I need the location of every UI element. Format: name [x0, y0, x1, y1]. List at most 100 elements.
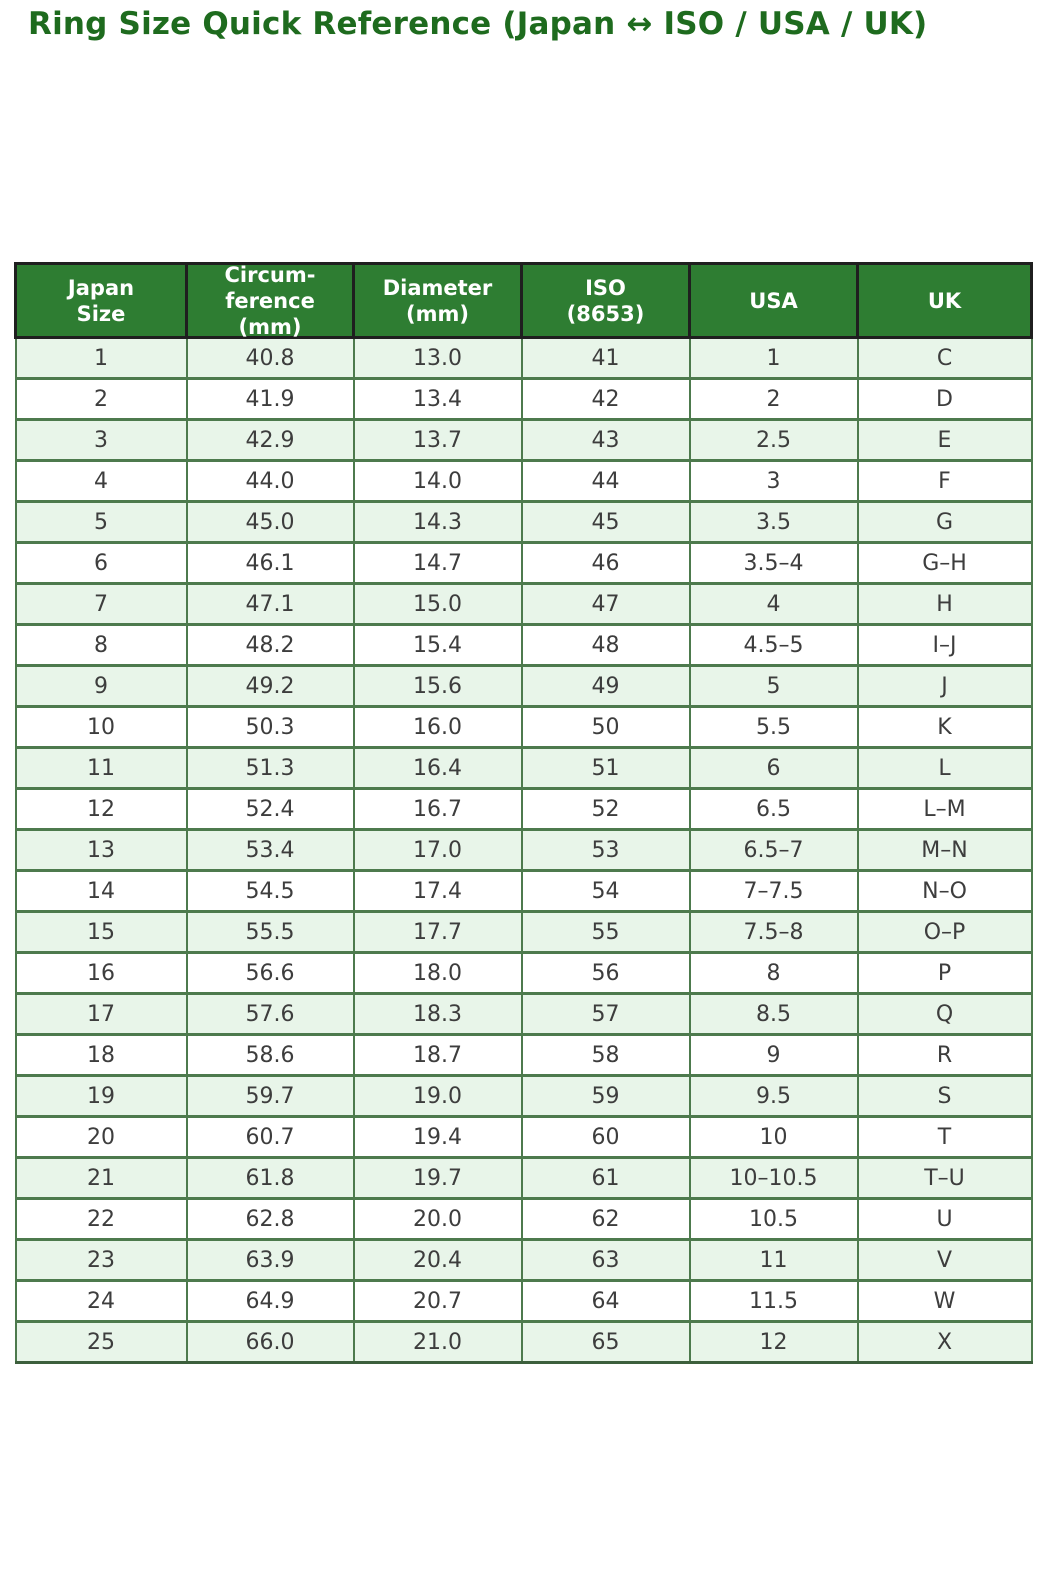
cell-diameter-mm: 18.3	[352, 992, 523, 1036]
cell-diameter-mm: 17.4	[352, 869, 523, 913]
cell-iso-8653: 49	[520, 664, 691, 708]
cell-diameter-mm: 16.7	[352, 787, 523, 831]
cell-uk: K	[856, 705, 1033, 749]
cell-iso-8653: 43	[520, 418, 691, 462]
cell-japan-size: 6	[14, 541, 188, 585]
ring-size-table: Japan Size Circum- ference (mm) Diameter…	[14, 262, 1033, 1364]
cell-circumference-mm: 41.9	[185, 377, 355, 421]
cell-usa: 5	[688, 664, 859, 708]
table-row: 20 60.7 19.4 60 10 T	[14, 1115, 1033, 1159]
cell-circumference-mm: 66.0	[185, 1320, 355, 1364]
header-usa: USA	[688, 262, 859, 339]
cell-diameter-mm: 15.0	[352, 582, 523, 626]
cell-iso-8653: 53	[520, 828, 691, 872]
cell-japan-size: 12	[14, 787, 188, 831]
header-circumference-mm: Circum- ference (mm)	[185, 262, 355, 339]
cell-japan-size: 10	[14, 705, 188, 749]
cell-diameter-mm: 20.7	[352, 1279, 523, 1323]
cell-diameter-mm: 17.7	[352, 910, 523, 954]
header-row: Japan Size Circum- ference (mm) Diameter…	[14, 262, 1033, 339]
cell-japan-size: 15	[14, 910, 188, 954]
table-row: 4 44.0 14.0 44 3 F	[14, 459, 1033, 503]
cell-usa: 11	[688, 1238, 859, 1282]
cell-circumference-mm: 54.5	[185, 869, 355, 913]
cell-uk: F	[856, 459, 1033, 503]
cell-uk: J	[856, 664, 1033, 708]
cell-diameter-mm: 16.4	[352, 746, 523, 790]
cell-diameter-mm: 13.4	[352, 377, 523, 421]
table-row: 14 54.5 17.4 54 7–7.5 N–O	[14, 869, 1033, 913]
cell-circumference-mm: 46.1	[185, 541, 355, 585]
cell-uk: E	[856, 418, 1033, 462]
cell-iso-8653: 46	[520, 541, 691, 585]
cell-usa: 7.5–8	[688, 910, 859, 954]
cell-iso-8653: 62	[520, 1197, 691, 1241]
table-row: 5 45.0 14.3 45 3.5 G	[14, 500, 1033, 544]
cell-usa: 5.5	[688, 705, 859, 749]
cell-iso-8653: 63	[520, 1238, 691, 1282]
cell-japan-size: 3	[14, 418, 188, 462]
cell-usa: 8.5	[688, 992, 859, 1036]
cell-uk: L–M	[856, 787, 1033, 831]
cell-uk: Q	[856, 992, 1033, 1036]
header-japan-size: Japan Size	[14, 262, 188, 339]
cell-usa: 3.5–4	[688, 541, 859, 585]
table-row: 2 41.9 13.4 42 2 D	[14, 377, 1033, 421]
cell-circumference-mm: 48.2	[185, 623, 355, 667]
page-title: Ring Size Quick Reference (Japan ↔ ISO /…	[28, 6, 928, 42]
cell-iso-8653: 51	[520, 746, 691, 790]
table-row: 16 56.6 18.0 56 8 P	[14, 951, 1033, 995]
cell-japan-size: 11	[14, 746, 188, 790]
table-row: 8 48.2 15.4 48 4.5–5 I–J	[14, 623, 1033, 667]
table-row: 10 50.3 16.0 50 5.5 K	[14, 705, 1033, 749]
cell-iso-8653: 42	[520, 377, 691, 421]
cell-japan-size: 9	[14, 664, 188, 708]
table-row: 12 52.4 16.7 52 6.5 L–M	[14, 787, 1033, 831]
cell-uk: S	[856, 1074, 1033, 1118]
cell-circumference-mm: 59.7	[185, 1074, 355, 1118]
cell-circumference-mm: 45.0	[185, 500, 355, 544]
cell-usa: 2	[688, 377, 859, 421]
header-diameter-mm-label: Diameter (mm)	[382, 275, 493, 326]
cell-diameter-mm: 20.0	[352, 1197, 523, 1241]
cell-usa: 7–7.5	[688, 869, 859, 913]
cell-diameter-mm: 14.0	[352, 459, 523, 503]
cell-uk: P	[856, 951, 1033, 995]
cell-circumference-mm: 61.8	[185, 1156, 355, 1200]
cell-circumference-mm: 62.8	[185, 1197, 355, 1241]
cell-diameter-mm: 18.7	[352, 1033, 523, 1077]
table-row: 13 53.4 17.0 53 6.5–7 M–N	[14, 828, 1033, 872]
cell-usa: 11.5	[688, 1279, 859, 1323]
cell-diameter-mm: 13.0	[352, 336, 523, 380]
cell-japan-size: 24	[14, 1279, 188, 1323]
table-row: 11 51.3 16.4 51 6 L	[14, 746, 1033, 790]
cell-circumference-mm: 47.1	[185, 582, 355, 626]
cell-circumference-mm: 51.3	[185, 746, 355, 790]
cell-circumference-mm: 56.6	[185, 951, 355, 995]
cell-circumference-mm: 57.6	[185, 992, 355, 1036]
cell-uk: G–H	[856, 541, 1033, 585]
cell-japan-size: 21	[14, 1156, 188, 1200]
cell-uk: T–U	[856, 1156, 1033, 1200]
table-row: 17 57.6 18.3 57 8.5 Q	[14, 992, 1033, 1036]
header-uk: UK	[856, 262, 1033, 339]
cell-diameter-mm: 17.0	[352, 828, 523, 872]
cell-iso-8653: 65	[520, 1320, 691, 1364]
cell-diameter-mm: 19.4	[352, 1115, 523, 1159]
cell-iso-8653: 54	[520, 869, 691, 913]
cell-circumference-mm: 49.2	[185, 664, 355, 708]
cell-diameter-mm: 15.4	[352, 623, 523, 667]
header-iso-8653-label: ISO (8653)	[566, 275, 645, 326]
cell-diameter-mm: 16.0	[352, 705, 523, 749]
cell-japan-size: 25	[14, 1320, 188, 1364]
cell-japan-size: 20	[14, 1115, 188, 1159]
cell-iso-8653: 64	[520, 1279, 691, 1323]
cell-iso-8653: 60	[520, 1115, 691, 1159]
header-usa-label: USA	[749, 288, 798, 313]
cell-circumference-mm: 63.9	[185, 1238, 355, 1282]
cell-japan-size: 5	[14, 500, 188, 544]
cell-japan-size: 13	[14, 828, 188, 872]
cell-usa: 10.5	[688, 1197, 859, 1241]
cell-uk: V	[856, 1238, 1033, 1282]
